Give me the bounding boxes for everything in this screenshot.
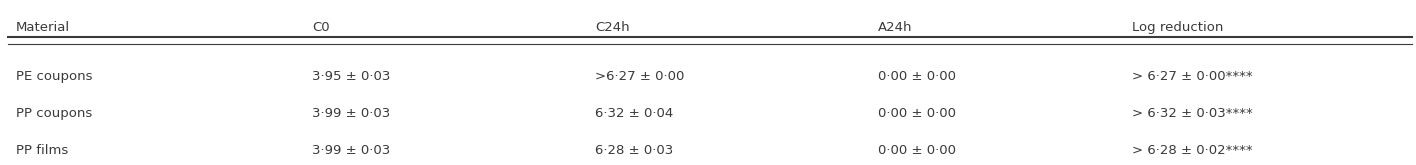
Text: PE coupons: PE coupons bbox=[16, 69, 92, 82]
Text: 3·99 ± 0·03: 3·99 ± 0·03 bbox=[313, 107, 391, 120]
Text: 6·32 ± 0·04: 6·32 ± 0·04 bbox=[595, 107, 673, 120]
Text: 3·95 ± 0·03: 3·95 ± 0·03 bbox=[313, 69, 391, 82]
Text: C0: C0 bbox=[313, 21, 330, 34]
Text: 3·99 ± 0·03: 3·99 ± 0·03 bbox=[313, 144, 391, 157]
Text: C24h: C24h bbox=[595, 21, 630, 34]
Text: > 6·27 ± 0·00****: > 6·27 ± 0·00**** bbox=[1131, 69, 1253, 82]
Text: 0·00 ± 0·00: 0·00 ± 0·00 bbox=[878, 69, 956, 82]
Text: > 6·28 ± 0·02****: > 6·28 ± 0·02**** bbox=[1131, 144, 1253, 157]
Text: >6·27 ± 0·00: >6·27 ± 0·00 bbox=[595, 69, 684, 82]
Text: > 6·32 ± 0·03****: > 6·32 ± 0·03**** bbox=[1131, 107, 1253, 120]
Text: A24h: A24h bbox=[878, 21, 912, 34]
Text: 0·00 ± 0·00: 0·00 ± 0·00 bbox=[878, 107, 956, 120]
Text: PP films: PP films bbox=[16, 144, 68, 157]
Text: 0·00 ± 0·00: 0·00 ± 0·00 bbox=[878, 144, 956, 157]
Text: 6·28 ± 0·03: 6·28 ± 0·03 bbox=[595, 144, 673, 157]
Text: Log reduction: Log reduction bbox=[1131, 21, 1223, 34]
Text: Material: Material bbox=[16, 21, 69, 34]
Text: PP coupons: PP coupons bbox=[16, 107, 92, 120]
